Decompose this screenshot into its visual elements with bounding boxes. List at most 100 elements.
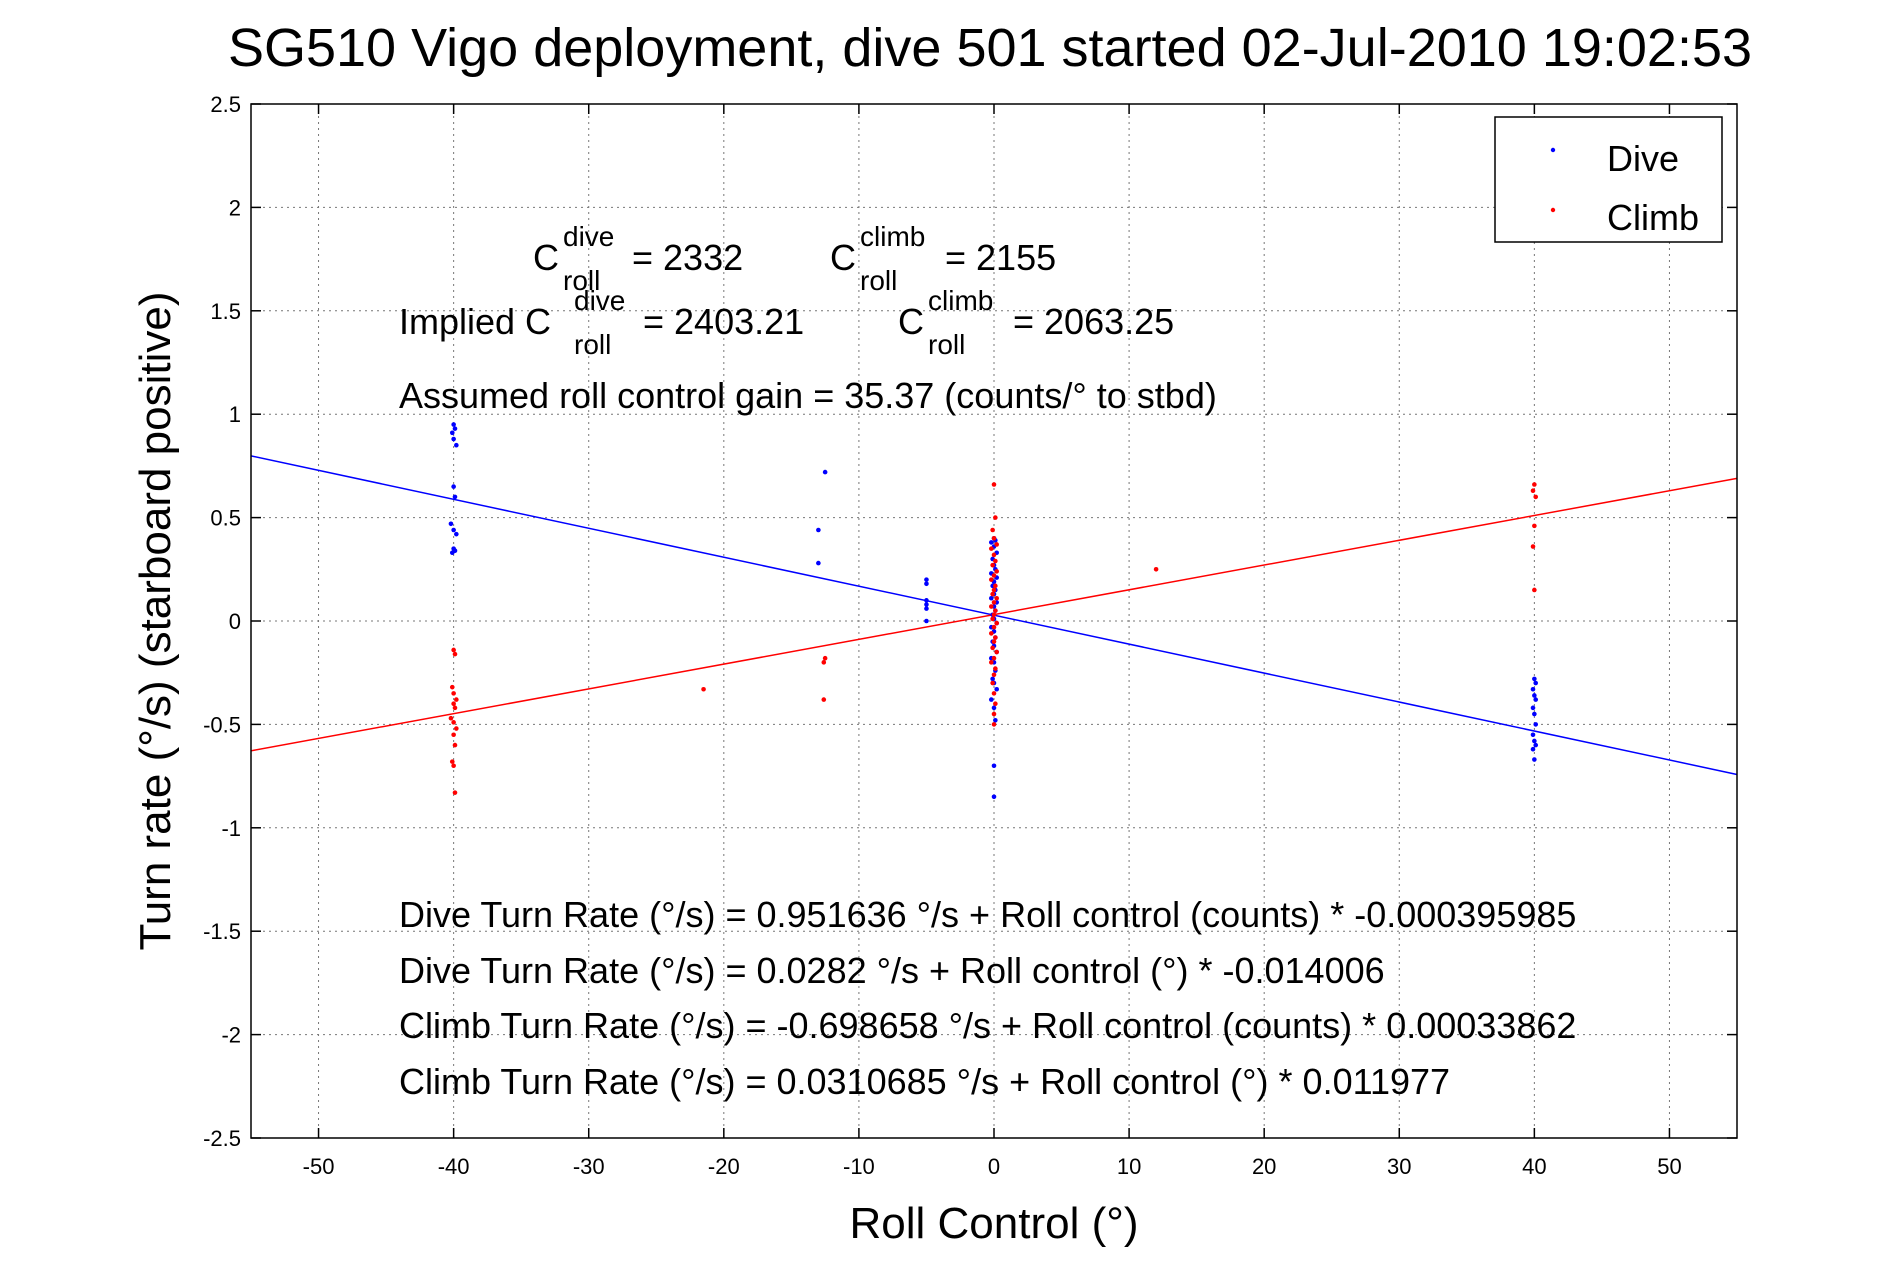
data-point-climb: [988, 577, 994, 582]
data-point-climb: [993, 515, 998, 520]
data-point-dive: [1530, 746, 1536, 752]
data-point-dive: [816, 560, 821, 566]
y-tick-label: -2: [221, 1023, 241, 1048]
data-point-dive: [994, 686, 1000, 692]
y-tick-label: 0.5: [210, 506, 241, 531]
implied-dive-subscript: roll: [574, 329, 611, 360]
data-point-climb: [994, 569, 1000, 574]
x-tick-label: 0: [988, 1154, 1000, 1179]
data-point-climb: [993, 635, 998, 640]
data-point-dive: [1532, 693, 1537, 698]
data-point-dive: [449, 430, 455, 436]
legend-box: [1494, 116, 1723, 243]
c-climb-letter: C: [830, 237, 856, 278]
data-point-dive: [1530, 686, 1536, 692]
data-point-climb: [990, 527, 995, 533]
data-point-dive: [1533, 680, 1539, 686]
y-axis-label: Turn rate (°/s) (starboard positive): [131, 291, 180, 950]
data-point-climb: [991, 639, 997, 644]
x-tick-label: 40: [1522, 1154, 1546, 1179]
data-point-climb: [994, 620, 1000, 626]
data-point-climb: [1532, 587, 1537, 593]
y-tick-label: -2.5: [203, 1126, 241, 1151]
data-point-climb: [449, 759, 455, 764]
data-point-dive: [1530, 705, 1536, 711]
x-tick-label: 10: [1117, 1154, 1141, 1179]
annotation-equation-2: Dive Turn Rate (°/s) = 0.0282 °/s + Roll…: [399, 950, 1385, 991]
data-point-dive: [990, 676, 995, 682]
data-point-dive: [924, 602, 929, 607]
data-point-climb: [701, 686, 706, 692]
axis-ticks: -50 -40 -30 -20 -10 0 10 20 30 40 50-2.5-2-1.5-1-0…: [203, 92, 1737, 1179]
data-point-climb: [451, 763, 456, 769]
y-tick-label: -1.5: [203, 919, 241, 944]
implied-climb-superscript: climb: [928, 285, 993, 316]
data-point-climb: [991, 552, 997, 558]
data-point-climb: [1532, 482, 1537, 487]
data-point-dive: [924, 581, 929, 587]
data-point-climb: [1533, 494, 1539, 500]
data-point-climb: [1530, 544, 1536, 549]
data-point-climb: [1532, 523, 1537, 529]
data-point-climb: [988, 604, 994, 609]
data-point-climb: [991, 711, 997, 717]
c-dive-superscript: dive: [563, 221, 614, 252]
x-tick-label: -30: [573, 1154, 605, 1179]
c-dive-value: = 2332: [632, 237, 743, 278]
data-point-climb: [991, 600, 997, 605]
data-point-dive: [452, 494, 458, 500]
data-point-dive: [816, 527, 821, 533]
x-tick-label: 50: [1657, 1154, 1681, 1179]
data-point-climb: [994, 542, 1000, 547]
annotation-implied-c-roll: Implied C dive roll = 2403.21 C climb ro…: [399, 285, 1174, 360]
data-point-climb: [993, 583, 998, 589]
legend: Dive Climb: [1494, 116, 1723, 243]
data-point-climb: [451, 647, 456, 653]
data-point-climb: [449, 684, 455, 690]
data-point-dive: [991, 763, 997, 769]
data-point-climb: [991, 672, 997, 678]
c-climb-value: = 2155: [945, 237, 1056, 278]
x-tick-label: -40: [438, 1154, 470, 1179]
implied-dive-value: = 2403.21: [643, 301, 804, 342]
y-tick-label: 0: [229, 609, 241, 634]
annotation-equation-3: Climb Turn Rate (°/s) = -0.698658 °/s + …: [399, 1005, 1576, 1046]
data-point-climb: [454, 697, 459, 702]
data-point-climb: [451, 691, 456, 696]
data-point-dive: [451, 484, 456, 489]
annotation-c-roll: C dive roll = 2332 C climb roll = 2155: [533, 221, 1056, 296]
y-tick-label: 2: [229, 195, 241, 220]
data-point-dive: [454, 531, 459, 537]
data-point-climb: [454, 726, 459, 731]
legend-marker-climb: [1550, 207, 1556, 213]
implied-prefix: Implied C: [399, 301, 551, 342]
data-point-dive: [1530, 732, 1536, 738]
data-point-climb: [993, 666, 998, 671]
data-point-dive: [1532, 738, 1537, 744]
y-tick-label: 1.5: [210, 299, 241, 324]
data-point-dive: [924, 577, 929, 582]
data-point-climb: [822, 655, 828, 661]
data-point-climb: [1530, 488, 1536, 494]
data-point-climb: [994, 649, 1000, 655]
c-climb-superscript: climb: [860, 221, 925, 252]
data-point-climb: [990, 562, 995, 568]
implied-climb-value: = 2063.25: [1013, 301, 1174, 342]
annotation-equation-1: Dive Turn Rate (°/s) = 0.951636 °/s + Ro…: [399, 894, 1576, 935]
data-point-climb: [993, 701, 998, 707]
data-point-dive: [924, 598, 929, 603]
data-point-climb: [990, 616, 995, 622]
implied-climb-subscript: roll: [928, 329, 965, 360]
data-point-climb: [990, 645, 995, 651]
data-point-dive: [988, 697, 994, 702]
data-point-dive: [454, 442, 459, 448]
data-point-dive: [1532, 711, 1537, 717]
data-point-climb: [988, 546, 994, 551]
x-tick-label: -20: [708, 1154, 740, 1179]
data-point-climb: [448, 715, 454, 721]
legend-marker-dive: [1550, 147, 1556, 153]
c-dive-subscript: roll: [563, 265, 600, 296]
data-point-dive: [1532, 757, 1537, 762]
data-point-dive: [993, 717, 998, 723]
